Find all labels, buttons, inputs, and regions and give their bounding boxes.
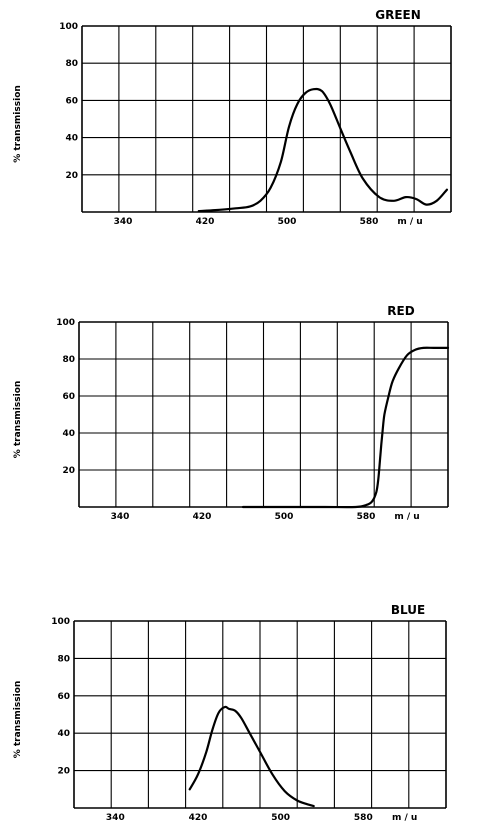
chart-blue: BLUE 20 40 60 80 100 340 420 500 580 m / u % transm…: [13, 603, 447, 823]
y-tick-label: 100: [59, 22, 78, 32]
grid: [81, 25, 452, 213]
x-tick-label: 420: [193, 512, 212, 522]
chart-green: GREEN 20 40 60 80 100 340 420 500 580 m / u % trans…: [13, 8, 452, 227]
y-axis-label: % transmission: [13, 85, 23, 163]
grid: [78, 321, 449, 508]
y-tick-label: 80: [62, 355, 75, 365]
x-tick-label: 420: [196, 217, 215, 227]
y-tick-label: 100: [51, 617, 70, 627]
x-unit-label: m / u: [392, 813, 417, 823]
transmission-curve-blue: [188, 705, 315, 808]
y-tick-label: 100: [56, 318, 75, 328]
chart-title: RED: [387, 304, 414, 318]
x-tick-label: 500: [271, 813, 290, 823]
transmission-curve-green: [197, 87, 448, 213]
y-tick-label: 40: [62, 429, 75, 439]
y-tick-label: 20: [57, 767, 70, 777]
y-tick-label: 20: [65, 171, 78, 181]
grid: [73, 620, 447, 809]
y-tick-label: 60: [57, 692, 70, 702]
x-tick-label: 500: [278, 217, 297, 227]
x-tick-label: 420: [189, 813, 208, 823]
y-tick-label: 40: [65, 134, 78, 144]
y-tick-label: 80: [57, 654, 70, 664]
x-tick-label: 340: [106, 813, 125, 823]
y-axis-label: % transmission: [13, 381, 23, 459]
x-tick-label: 340: [111, 512, 130, 522]
x-unit-label: m / u: [397, 217, 422, 227]
x-tick-label: 500: [275, 512, 294, 522]
chart-title: GREEN: [375, 8, 421, 22]
x-tick-label: 580: [360, 217, 379, 227]
y-tick-label: 20: [62, 466, 75, 476]
y-tick-label: 80: [65, 59, 78, 69]
chart-red: RED 20 40 60 80 100 340 420 500 580 m / u % transmi…: [13, 304, 450, 522]
y-tick-label: 40: [57, 729, 70, 739]
x-tick-label: 340: [114, 217, 133, 227]
x-tick-label: 580: [357, 512, 376, 522]
transmission-curve-red: [241, 346, 450, 509]
chart-title: BLUE: [391, 603, 425, 617]
y-tick-label: 60: [65, 96, 78, 106]
y-axis-label: % transmission: [13, 681, 23, 759]
x-unit-label: m / u: [394, 512, 419, 522]
x-tick-label: 580: [354, 813, 373, 823]
y-tick-label: 60: [62, 392, 75, 402]
